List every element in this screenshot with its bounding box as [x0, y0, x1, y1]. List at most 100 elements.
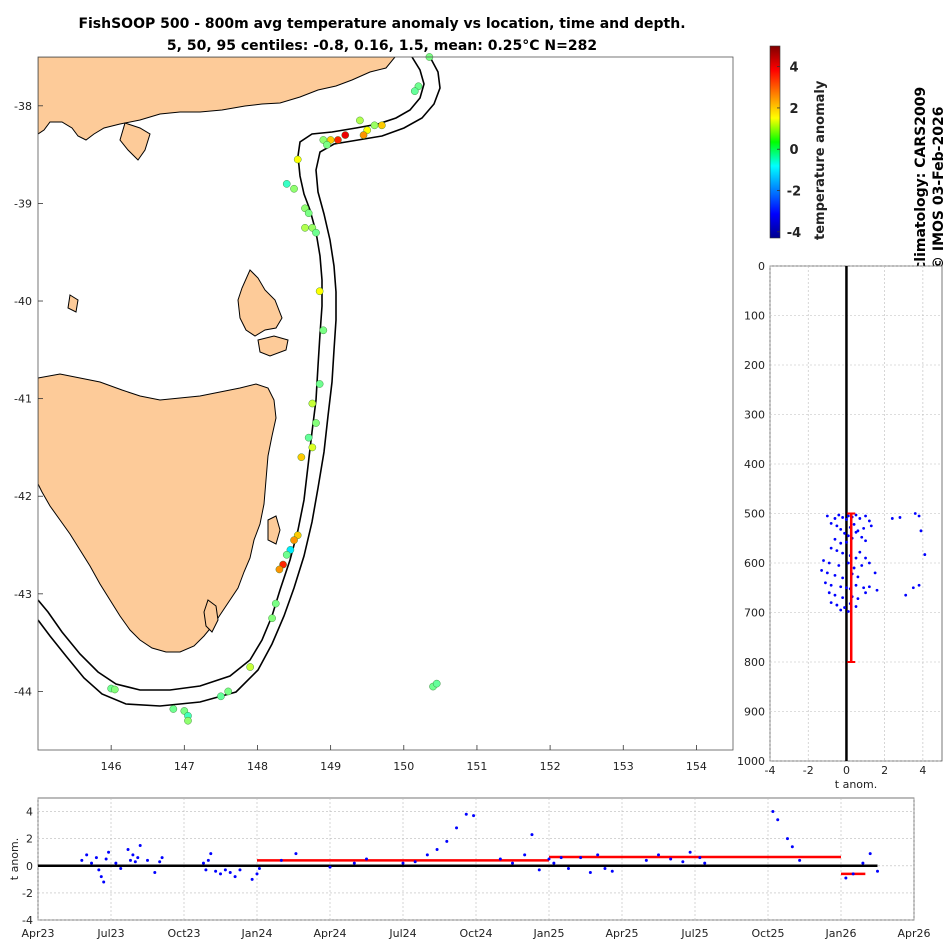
chart-subtitle: 5, 50, 95 centiles: -0.8, 0.16, 1.5, mea… [167, 38, 597, 54]
depth-point [867, 561, 871, 565]
depth-point [911, 586, 915, 590]
depth-point [839, 541, 843, 545]
ts-point [688, 850, 692, 854]
ts-point [596, 853, 600, 857]
ts-point [131, 853, 135, 857]
ts-point [128, 858, 132, 862]
map-ytick-label: -40 [14, 295, 32, 308]
depth-xlabel: t anom. [835, 778, 877, 791]
ts-point [771, 810, 775, 814]
map-point [312, 419, 320, 427]
ts-point [798, 858, 802, 862]
colorbar-ticks: 4 2 0 -2 -4 [777, 61, 801, 241]
depth-point [843, 606, 846, 609]
map-xticks: 146 147 148 149 150 151 152 153 154 [101, 745, 707, 773]
ts-point [365, 857, 368, 861]
ts-point [279, 858, 283, 862]
depth-point [919, 529, 923, 533]
depth-point [864, 556, 867, 560]
ts-grid [37, 798, 915, 921]
depth-point [837, 513, 841, 517]
mainland-land [38, 57, 396, 141]
bruny-island [203, 599, 219, 633]
depth-point [860, 564, 864, 567]
depth-point [835, 549, 839, 553]
ts-point [851, 872, 855, 876]
ts-point [133, 860, 137, 864]
climatology-note: climatology: CARS2009 [913, 87, 929, 270]
map-point [370, 121, 379, 130]
depth-point [917, 583, 921, 587]
ts-point [219, 872, 222, 876]
depth-point [820, 569, 823, 572]
map-xtick-label: 150 [393, 760, 414, 773]
depth-point [829, 522, 833, 525]
ts-xticks: Apr23 Jul23 Oct23 Jan24 Apr24 Jul24 Oct24 Jan25… [21, 927, 930, 940]
colorbar-tick-label: -2 [787, 185, 801, 200]
ts-point [250, 877, 254, 881]
ts-point [223, 868, 227, 872]
map-point [169, 705, 178, 713]
depth-xtick-label: 2 [881, 764, 888, 777]
depth-point [829, 546, 833, 550]
ts-point [603, 866, 607, 870]
depth-ytick-label: 1000 [737, 755, 765, 768]
ts-xtick-label: Oct24 [459, 927, 492, 940]
depth-point [869, 524, 873, 528]
depth-point [829, 601, 833, 604]
ts-point [238, 868, 242, 872]
ts-point [104, 857, 108, 861]
depth-point [833, 593, 837, 597]
depth-xtick-label: 0 [843, 764, 850, 777]
map-ytick-label: -41 [14, 393, 32, 406]
depth-point [841, 576, 845, 580]
depth-point [862, 526, 866, 530]
depth-point [833, 537, 837, 541]
map-point [378, 121, 386, 130]
depth-point [852, 522, 856, 526]
ts-point [80, 858, 84, 862]
ts-point [644, 858, 648, 862]
map-point [334, 136, 342, 144]
ts-point [158, 860, 162, 864]
ts-point [328, 865, 332, 869]
ts-point [413, 860, 417, 864]
depth-point [913, 512, 917, 515]
ts-point [209, 852, 213, 856]
map-ytick-label: -43 [14, 588, 32, 601]
ts-point [99, 875, 103, 879]
depth-point [854, 583, 858, 587]
depth-point [833, 573, 837, 577]
ts-ytick-label: -2 [22, 887, 33, 900]
isobath-outer [38, 57, 441, 707]
ts-xtick-label: Oct23 [167, 927, 200, 940]
depth-ytick-label: 800 [744, 656, 765, 669]
map-point [293, 155, 302, 164]
ts-point [294, 852, 298, 856]
depth-xtick-label: 4 [919, 764, 926, 777]
map-point [246, 663, 254, 671]
depth-point [845, 540, 848, 544]
map-point [282, 180, 291, 188]
promontory-land [119, 122, 151, 161]
map-panel: 146 147 148 149 150 151 152 153 154 -38 -39 -40 -41… [14, 53, 734, 773]
depth-point [917, 514, 921, 518]
depth-point [923, 553, 927, 556]
map-point [297, 453, 306, 461]
depth-point [864, 591, 867, 595]
depth-yticks: 0 100 200 300 400 500 600 700 800 900 1000 [737, 260, 765, 768]
ts-ylabel: t anom. [8, 838, 21, 880]
map-point [290, 184, 298, 193]
ts-point [472, 814, 476, 818]
ts-ytick-label: 4 [26, 806, 33, 819]
depth-point [862, 586, 866, 590]
depth-point [825, 571, 829, 575]
ts-point [206, 858, 210, 862]
depth-point [852, 566, 856, 570]
ts-xtick-label: Jul25 [680, 927, 708, 940]
map-point [224, 687, 233, 696]
ts-point [559, 856, 563, 860]
ts-point [523, 853, 527, 857]
ts-point [201, 861, 205, 865]
map-point [301, 224, 309, 232]
